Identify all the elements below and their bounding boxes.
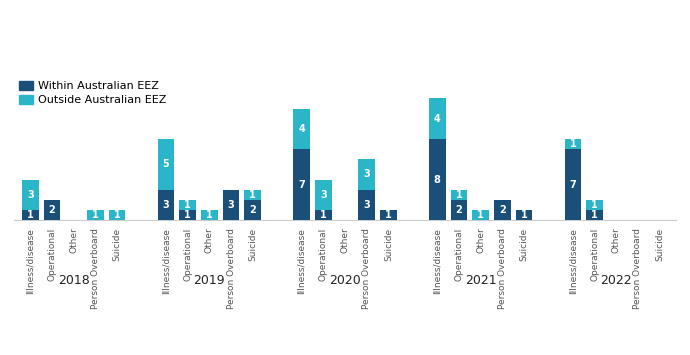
- Bar: [43, 200, 60, 220]
- Text: 1: 1: [521, 210, 527, 220]
- Text: 1: 1: [27, 210, 34, 220]
- Text: 8: 8: [434, 175, 441, 185]
- Text: 1: 1: [249, 190, 256, 200]
- Bar: [223, 190, 239, 220]
- Text: 1: 1: [591, 200, 598, 210]
- Bar: [429, 98, 446, 139]
- Bar: [293, 109, 310, 149]
- Text: 1: 1: [591, 210, 598, 220]
- Text: 1: 1: [114, 210, 121, 220]
- Bar: [158, 139, 175, 190]
- Bar: [315, 180, 332, 210]
- Text: 3: 3: [228, 200, 235, 210]
- Bar: [473, 210, 489, 220]
- Bar: [358, 190, 375, 220]
- Bar: [109, 210, 126, 220]
- Legend: Within Australian EEZ, Outside Australian EEZ: Within Australian EEZ, Outside Australia…: [19, 81, 166, 105]
- Text: 1: 1: [184, 200, 191, 210]
- Text: 1: 1: [477, 210, 484, 220]
- Text: 2: 2: [499, 205, 506, 215]
- Text: 1: 1: [320, 210, 326, 220]
- Bar: [515, 210, 532, 220]
- Bar: [586, 210, 603, 220]
- Bar: [494, 200, 511, 220]
- Text: 7: 7: [298, 180, 305, 190]
- Bar: [429, 139, 446, 220]
- Bar: [244, 200, 261, 220]
- Bar: [451, 190, 467, 200]
- Text: 1: 1: [92, 210, 99, 220]
- Bar: [201, 210, 217, 220]
- Text: 1: 1: [184, 210, 191, 220]
- Bar: [87, 210, 104, 220]
- Bar: [451, 200, 467, 220]
- Text: 2: 2: [49, 205, 55, 215]
- Text: 3: 3: [364, 169, 370, 180]
- Text: 2019: 2019: [194, 274, 225, 287]
- Bar: [179, 200, 196, 210]
- Text: 2021: 2021: [465, 274, 496, 287]
- Text: 4: 4: [434, 114, 441, 124]
- Text: 2: 2: [455, 205, 462, 215]
- Bar: [158, 190, 175, 220]
- Text: 7: 7: [569, 180, 576, 190]
- Bar: [22, 180, 39, 210]
- Bar: [244, 190, 261, 200]
- Text: 3: 3: [320, 190, 326, 200]
- Bar: [293, 149, 310, 220]
- Bar: [358, 159, 375, 190]
- Text: 3: 3: [27, 190, 34, 200]
- Text: 2: 2: [249, 205, 256, 215]
- Text: 4: 4: [298, 124, 305, 134]
- Text: 5: 5: [163, 159, 169, 169]
- Bar: [22, 210, 39, 220]
- Text: 1: 1: [569, 139, 576, 149]
- Bar: [179, 210, 196, 220]
- Text: 2018: 2018: [58, 274, 90, 287]
- Text: 1: 1: [206, 210, 213, 220]
- Text: 1: 1: [455, 190, 462, 200]
- Bar: [380, 210, 397, 220]
- Bar: [586, 200, 603, 210]
- Bar: [315, 210, 332, 220]
- Text: 3: 3: [163, 200, 169, 210]
- Bar: [564, 139, 581, 149]
- Text: 2020: 2020: [329, 274, 361, 287]
- Text: 2022: 2022: [600, 274, 632, 287]
- Bar: [564, 149, 581, 220]
- Text: 1: 1: [385, 210, 392, 220]
- Text: 3: 3: [364, 200, 370, 210]
